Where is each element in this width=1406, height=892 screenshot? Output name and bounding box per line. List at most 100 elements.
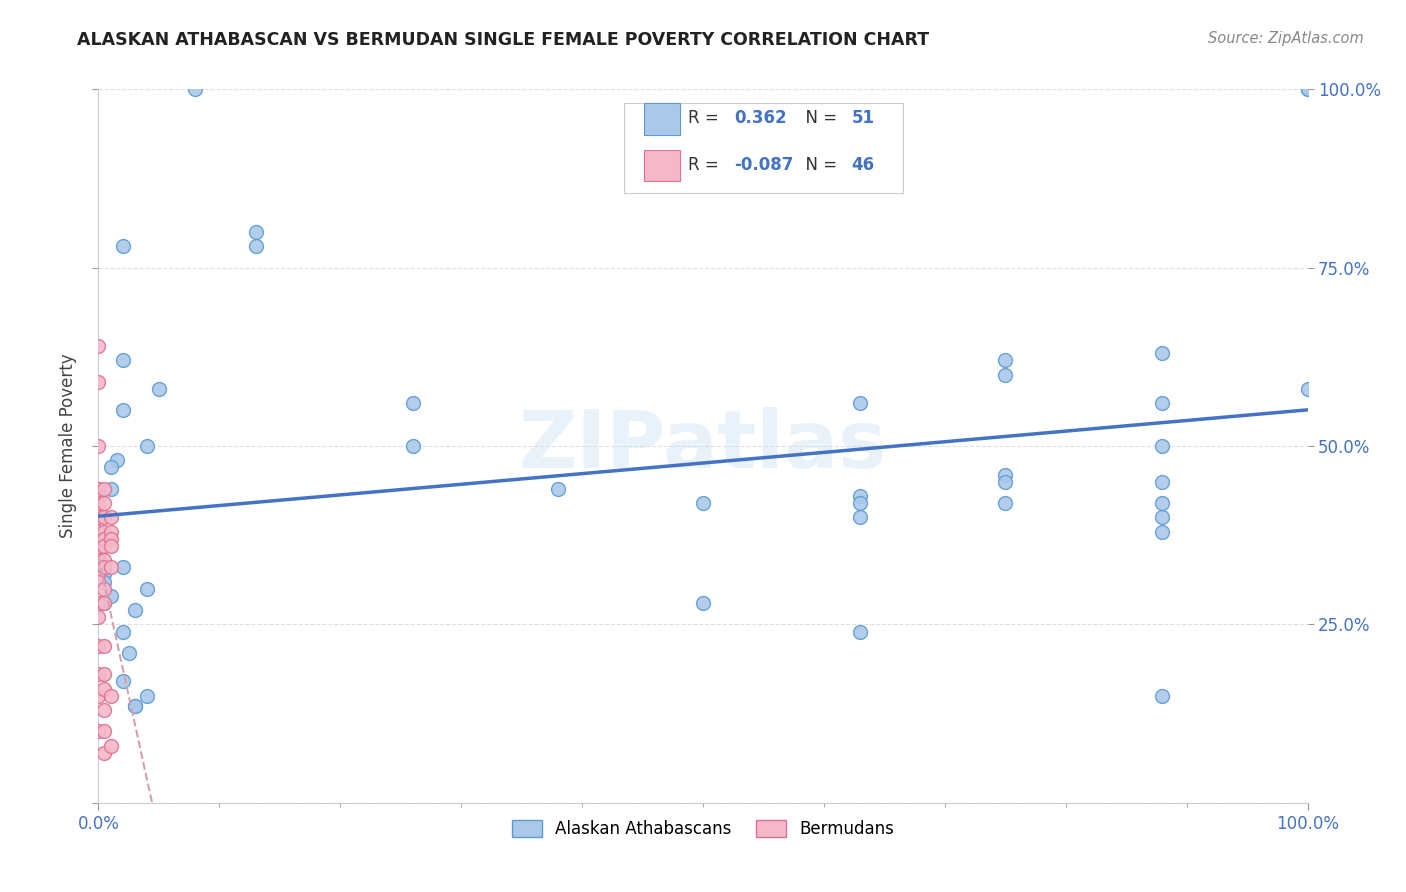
Point: [148, 382, 170, 396]
Point: [135, 582, 157, 596]
Point: [1296, 82, 1319, 96]
Point: [111, 403, 134, 417]
Point: [100, 532, 122, 546]
Point: [93, 567, 115, 582]
Point: [402, 396, 425, 410]
Text: ALASKAN ATHABASCAN VS BERMUDAN SINGLE FEMALE POVERTY CORRELATION CHART: ALASKAN ATHABASCAN VS BERMUDAN SINGLE FE…: [77, 31, 929, 49]
Point: [100, 510, 122, 524]
Point: [87, 689, 110, 703]
Text: R =: R =: [689, 110, 724, 128]
Point: [93, 596, 115, 610]
Point: [93, 539, 115, 553]
Point: [87, 610, 110, 624]
Point: [93, 510, 115, 524]
Point: [93, 681, 115, 696]
Point: [87, 639, 110, 653]
Point: [87, 482, 110, 496]
Point: [994, 368, 1017, 382]
Point: [93, 496, 115, 510]
Point: [118, 646, 141, 660]
Text: ZIPatlas: ZIPatlas: [519, 407, 887, 485]
Point: [994, 475, 1017, 489]
Point: [1152, 510, 1174, 524]
Point: [87, 524, 110, 539]
Point: [87, 532, 110, 546]
Point: [100, 560, 122, 574]
Point: [547, 482, 569, 496]
Point: [87, 567, 110, 582]
Text: R =: R =: [689, 156, 724, 174]
Text: N =: N =: [794, 156, 842, 174]
Point: [849, 496, 872, 510]
Point: [100, 739, 122, 753]
Point: [111, 674, 134, 689]
Y-axis label: Single Female Poverty: Single Female Poverty: [59, 354, 77, 538]
Point: [1152, 496, 1174, 510]
Point: [93, 532, 115, 546]
Point: [245, 239, 267, 253]
Point: [849, 510, 872, 524]
Point: [87, 496, 110, 510]
Text: 46: 46: [852, 156, 875, 174]
Text: -0.087: -0.087: [734, 156, 794, 174]
Point: [1152, 439, 1174, 453]
Point: [87, 339, 110, 353]
Point: [93, 482, 115, 496]
Point: [135, 689, 157, 703]
Text: N =: N =: [794, 110, 842, 128]
Point: [849, 396, 872, 410]
Point: [124, 603, 146, 617]
Point: [93, 746, 115, 760]
Point: [402, 439, 425, 453]
Point: [100, 524, 122, 539]
Point: [87, 489, 110, 503]
Point: [1152, 396, 1174, 410]
Point: [93, 639, 115, 653]
Point: [105, 453, 128, 467]
Point: [994, 496, 1017, 510]
Point: [87, 560, 110, 574]
Point: [100, 589, 122, 603]
Point: [93, 703, 115, 717]
Legend: Alaskan Athabascans, Bermudans: Alaskan Athabascans, Bermudans: [505, 813, 901, 845]
Point: [994, 467, 1017, 482]
FancyBboxPatch shape: [644, 150, 681, 181]
Point: [93, 524, 115, 539]
Point: [849, 489, 872, 503]
Point: [87, 553, 110, 567]
Text: Source: ZipAtlas.com: Source: ZipAtlas.com: [1208, 31, 1364, 46]
Point: [93, 596, 115, 610]
Point: [1152, 524, 1174, 539]
Point: [245, 225, 267, 239]
Point: [111, 239, 134, 253]
Point: [124, 699, 146, 714]
Point: [87, 482, 110, 496]
Point: [692, 496, 714, 510]
Point: [87, 724, 110, 739]
Point: [135, 439, 157, 453]
Point: [87, 596, 110, 610]
Point: [1296, 382, 1319, 396]
Text: 0.362: 0.362: [734, 110, 787, 128]
Point: [111, 353, 134, 368]
Point: [111, 624, 134, 639]
Point: [87, 546, 110, 560]
Point: [93, 724, 115, 739]
Point: [100, 482, 122, 496]
Point: [93, 582, 115, 596]
Point: [93, 667, 115, 681]
Point: [111, 560, 134, 574]
Point: [87, 553, 110, 567]
Point: [994, 353, 1017, 368]
Point: [87, 375, 110, 389]
Point: [87, 510, 110, 524]
FancyBboxPatch shape: [644, 103, 681, 135]
Point: [87, 560, 110, 574]
Point: [184, 82, 207, 96]
Point: [87, 574, 110, 589]
Point: [1296, 82, 1319, 96]
Text: 51: 51: [852, 110, 875, 128]
Point: [849, 624, 872, 639]
Point: [87, 667, 110, 681]
Point: [1152, 689, 1174, 703]
